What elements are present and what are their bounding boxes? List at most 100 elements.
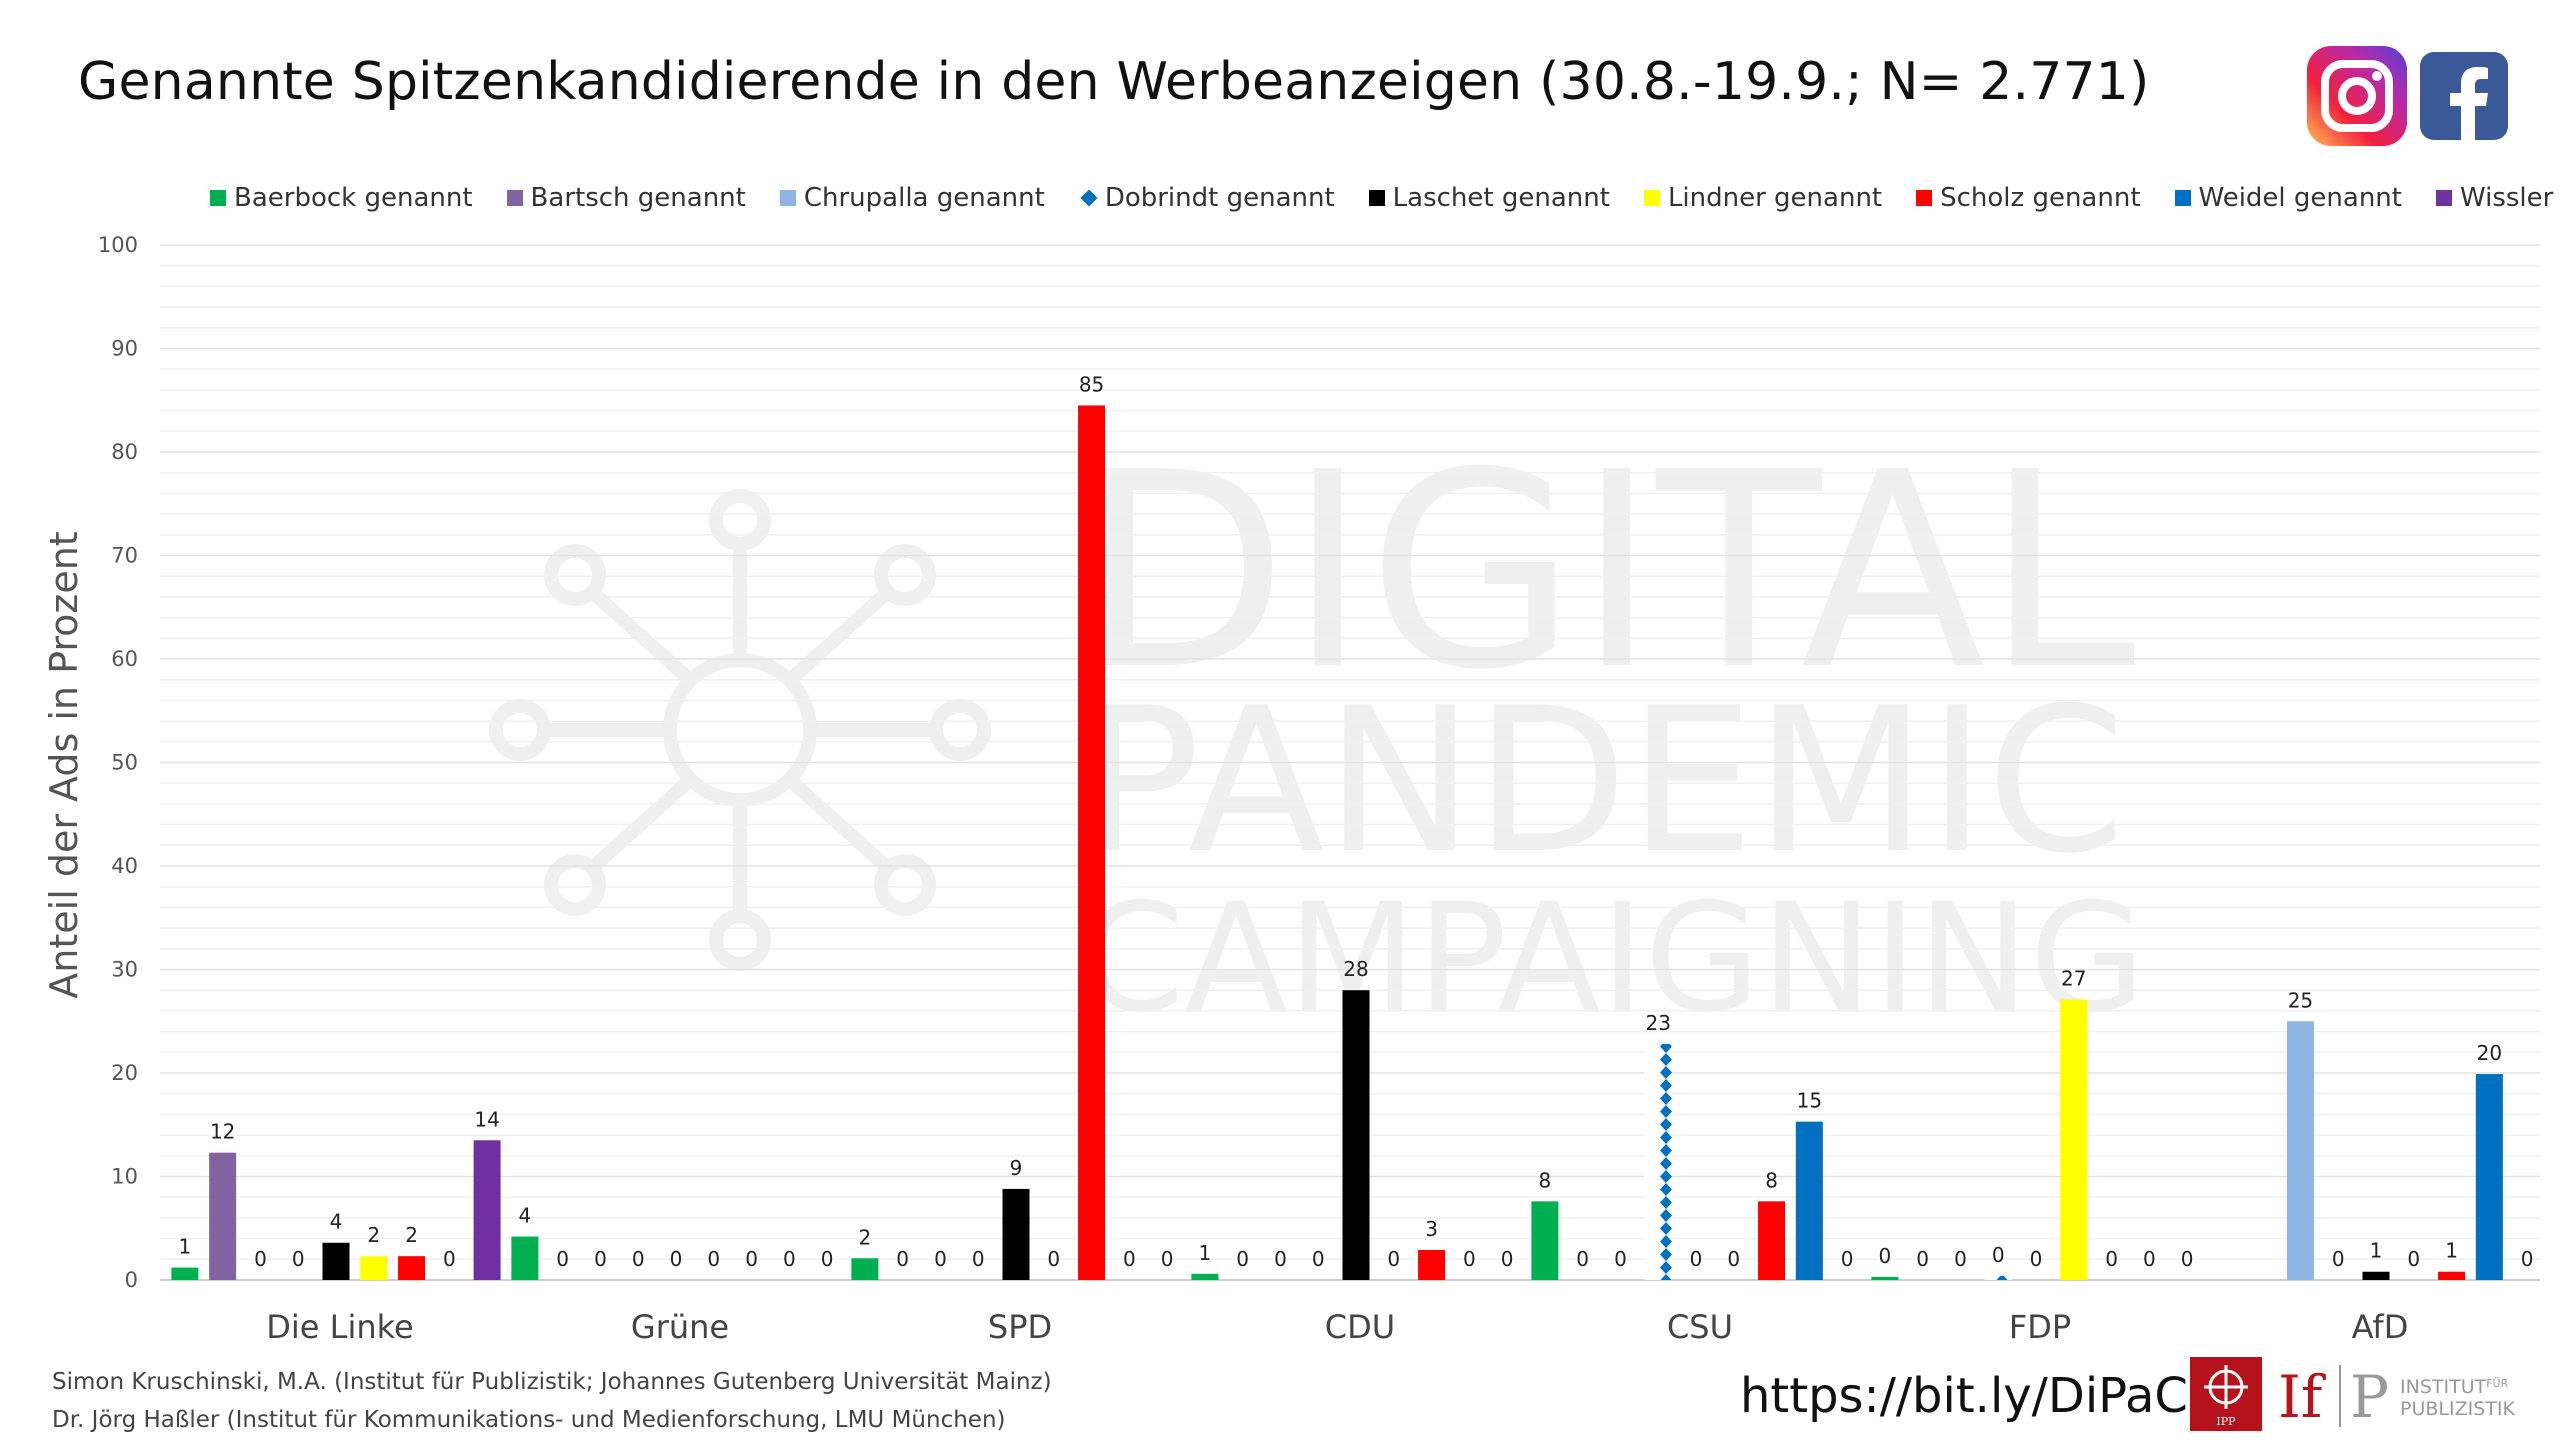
data-label: 0 bbox=[1576, 1247, 1589, 1271]
social-logos bbox=[2307, 46, 2508, 146]
data-label: 14 bbox=[474, 1107, 499, 1131]
y-axis-ticks: 0 10 20 30 40 50 60 70 80 90 100 bbox=[98, 233, 138, 1292]
y-tick-label: 0 bbox=[125, 1268, 138, 1292]
data-label: 27 bbox=[2061, 967, 2086, 991]
bar bbox=[360, 1256, 388, 1280]
bar bbox=[2438, 1271, 2466, 1280]
bar bbox=[1342, 990, 1370, 1280]
data-label: 0 bbox=[972, 1247, 985, 1271]
bar bbox=[322, 1242, 350, 1280]
data-label: 0 bbox=[707, 1247, 720, 1271]
instagram-icon bbox=[2307, 46, 2407, 146]
y-tick-label: 100 bbox=[98, 233, 138, 257]
data-label: 0 bbox=[1047, 1247, 1060, 1271]
legend-label: Lindner genannt bbox=[1667, 183, 1883, 213]
data-label: 0 bbox=[1916, 1247, 1929, 1271]
data-label: 0 bbox=[1727, 1247, 1740, 1271]
watermark-line-2: PANDEMIC bbox=[1080, 665, 2126, 898]
data-label: 23 bbox=[1645, 1011, 1670, 1035]
y-tick-label: 50 bbox=[111, 751, 138, 775]
data-label: 0 bbox=[670, 1247, 683, 1271]
bar bbox=[851, 1258, 879, 1280]
data-label: 0 bbox=[1312, 1247, 1325, 1271]
data-label: 0 bbox=[2181, 1247, 2194, 1271]
x-category-label: FDP bbox=[2009, 1308, 2071, 1340]
legend-item: Wissler genannt bbox=[2435, 183, 2560, 213]
data-label: 4 bbox=[519, 1204, 532, 1228]
data-label: 1 bbox=[2445, 1239, 2458, 1263]
watermark: DIGITAL PANDEMIC CAMPAIGNING bbox=[489, 414, 2146, 1046]
legend-swatch bbox=[2174, 190, 2191, 206]
svg-text:If: If bbox=[2278, 1363, 2326, 1431]
bar bbox=[2060, 999, 2088, 1280]
data-label: 0 bbox=[1387, 1247, 1400, 1271]
data-label: 9 bbox=[1010, 1156, 1023, 1180]
data-label: 0 bbox=[2105, 1247, 2118, 1271]
watermark-line-1: DIGITAL bbox=[1080, 414, 2137, 729]
data-label: 0 bbox=[2030, 1247, 2043, 1271]
bar bbox=[1531, 1201, 1559, 1280]
facebook-icon bbox=[2420, 52, 2508, 140]
legend-swatch bbox=[506, 190, 523, 206]
data-label: 0 bbox=[292, 1247, 305, 1271]
legend-swatch bbox=[1643, 190, 1660, 206]
bar bbox=[1078, 405, 1106, 1280]
legend-swatch bbox=[1916, 190, 1933, 206]
data-label: 0 bbox=[783, 1247, 796, 1271]
source-link[interactable]: https://bit.ly/DiPaCa bbox=[1740, 1368, 2218, 1424]
y-tick-label: 30 bbox=[111, 958, 138, 982]
data-label: 25 bbox=[2288, 988, 2313, 1012]
y-tick-label: 60 bbox=[111, 647, 138, 671]
legend-item: Baerbock genannt bbox=[210, 183, 473, 213]
legend-label: Weidel genannt bbox=[2198, 183, 2402, 213]
data-label: 0 bbox=[821, 1247, 834, 1271]
chart-title: Genannte Spitzenkandidierende in den Wer… bbox=[78, 52, 2150, 112]
credit-line-2: Dr. Jörg Haßler (Institut für Kommunikat… bbox=[52, 1407, 1006, 1433]
y-axis-label: Anteil der Ads in Prozent bbox=[42, 531, 86, 998]
chart-legend: Baerbock genannt Bartsch genannt Chrupalla… bbox=[210, 178, 2560, 218]
data-label: 0 bbox=[1841, 1247, 1854, 1271]
x-category-label: Die Linke bbox=[266, 1308, 413, 1340]
data-label: 8 bbox=[1765, 1168, 1778, 1192]
bar bbox=[1984, 1275, 2012, 1280]
bar bbox=[1758, 1201, 1786, 1280]
bar bbox=[1191, 1273, 1219, 1280]
ifp-text-2: PUBLIZISTIK bbox=[2400, 1398, 2515, 1420]
bar bbox=[1002, 1188, 1030, 1280]
data-label: 0 bbox=[2521, 1247, 2534, 1271]
legend-item: Laschet genannt bbox=[1368, 183, 1610, 213]
data-label: 0 bbox=[2332, 1247, 2345, 1271]
y-tick-label: 40 bbox=[111, 854, 138, 878]
data-label: 0 bbox=[745, 1247, 758, 1271]
data-label: 0 bbox=[1614, 1247, 1627, 1271]
data-label: 2 bbox=[405, 1223, 418, 1247]
data-label: 0 bbox=[2407, 1247, 2420, 1271]
data-label: 85 bbox=[1079, 372, 1104, 396]
data-label: 3 bbox=[1425, 1217, 1438, 1241]
bar bbox=[2475, 1074, 2503, 1280]
legend-item: Lindner genannt bbox=[1643, 183, 1883, 213]
legend-swatch bbox=[779, 190, 796, 206]
data-label: 1 bbox=[179, 1235, 192, 1259]
data-label: 12 bbox=[210, 1120, 235, 1144]
data-label: 0 bbox=[934, 1247, 947, 1271]
network-logo bbox=[489, 489, 991, 971]
x-category-label: SPD bbox=[988, 1308, 1052, 1340]
legend-item: Dobrindt genannt bbox=[1079, 183, 1335, 213]
data-label: 0 bbox=[1501, 1247, 1514, 1271]
data-label: 0 bbox=[1161, 1247, 1174, 1271]
data-label: 1 bbox=[1199, 1241, 1212, 1265]
bar bbox=[2286, 1021, 2314, 1280]
bar bbox=[511, 1236, 539, 1280]
bars bbox=[171, 405, 2503, 1280]
legend-item: Chrupalla genannt bbox=[779, 183, 1045, 213]
data-label: 0 bbox=[443, 1247, 456, 1271]
data-label: 8 bbox=[1539, 1168, 1552, 1192]
data-label: 0 bbox=[1236, 1247, 1249, 1271]
data-label: 0 bbox=[1954, 1247, 1967, 1271]
bar bbox=[171, 1267, 199, 1280]
data-label: 0 bbox=[1879, 1244, 1892, 1268]
legend-label: Laschet genannt bbox=[1392, 183, 1610, 213]
data-label: 1 bbox=[2370, 1239, 2383, 1263]
